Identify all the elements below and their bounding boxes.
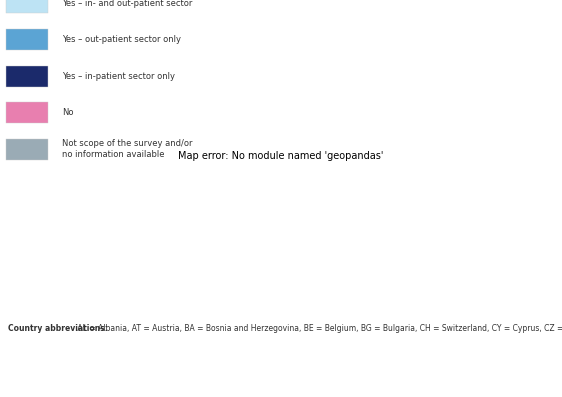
Text: No: No [62,108,73,117]
Text: Not scope of the survey and/or
no information available: Not scope of the survey and/or no inform… [62,139,192,159]
FancyBboxPatch shape [6,102,48,123]
FancyBboxPatch shape [6,66,48,87]
Text: Map error: No module named 'geopandas': Map error: No module named 'geopandas' [178,151,384,161]
Text: Country abbreviations:: Country abbreviations: [8,324,108,333]
Text: AL = Albania, AT = Austria, BA = Bosnia and Herzegovina, BE = Belgium, BG = Bulg: AL = Albania, AT = Austria, BA = Bosnia … [75,324,562,333]
FancyBboxPatch shape [6,139,48,160]
FancyBboxPatch shape [6,29,48,50]
Text: Yes – out-patient sector only: Yes – out-patient sector only [62,35,181,44]
FancyBboxPatch shape [6,0,48,13]
Text: Yes – in- and out-patient sector: Yes – in- and out-patient sector [62,0,192,8]
Text: Yes – in-patient sector only: Yes – in-patient sector only [62,72,175,81]
